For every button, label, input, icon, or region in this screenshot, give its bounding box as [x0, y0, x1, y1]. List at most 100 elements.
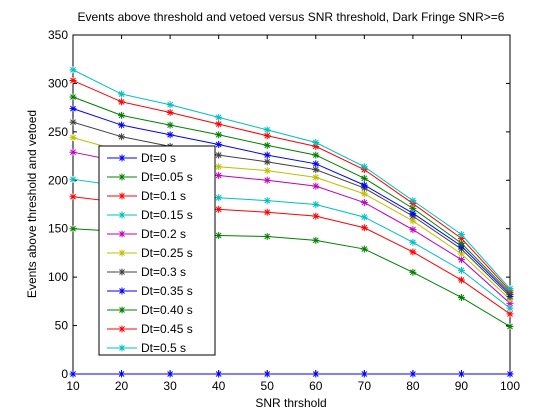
series-dt-0-5-s [69, 66, 514, 293]
data-point [166, 121, 174, 129]
legend-item-dt-0-5-s: Dt=0.5 s [107, 341, 186, 355]
data-point [360, 370, 368, 378]
x-tick-label: 30 [163, 379, 177, 393]
data-point [312, 139, 320, 147]
data-point [215, 370, 223, 378]
data-point [69, 93, 77, 101]
data-point [69, 370, 77, 378]
legend-item-dt-0-2-s: Dt=0.2 s [107, 227, 186, 241]
data-point [166, 131, 174, 139]
legend-marker [118, 249, 126, 257]
data-point [263, 208, 271, 216]
legend-item-dt-0-45-s: Dt=0.45 s [107, 322, 193, 336]
x-tick-label: 50 [261, 379, 275, 393]
legend-marker [118, 344, 126, 352]
legend-item-dt-0-3-s: Dt=0.3 s [107, 265, 186, 279]
data-point [263, 141, 271, 149]
data-point [457, 250, 465, 258]
legend-marker [118, 287, 126, 295]
legend-label: Dt=0.40 s [141, 303, 193, 317]
legend-item-dt-0-05-s: Dt=0.05 s [107, 170, 193, 184]
data-point [312, 370, 320, 378]
data-point [312, 151, 320, 159]
data-point [409, 204, 417, 212]
legend-item-dt-0-35-s: Dt=0.35 s [107, 284, 193, 298]
series-line [72, 108, 511, 295]
x-tick-label: 80 [406, 379, 420, 393]
data-point [118, 121, 126, 129]
legend-marker [118, 211, 126, 219]
data-point [360, 213, 368, 221]
y-tick-label: 250 [48, 125, 68, 139]
series-line [72, 69, 511, 290]
y-tick-label: 200 [48, 173, 68, 187]
data-point [409, 268, 417, 276]
x-tick-label: 90 [455, 379, 469, 393]
x-tick-label: 60 [309, 379, 323, 393]
data-point [69, 148, 77, 156]
legend-marker [118, 173, 126, 181]
data-point [215, 171, 223, 179]
x-tick-label: 100 [500, 379, 520, 393]
series-line [72, 96, 511, 293]
series-line [72, 121, 511, 297]
y-tick-label: 0 [61, 367, 68, 381]
data-point [506, 370, 514, 378]
data-point [118, 98, 126, 106]
data-point [457, 266, 465, 274]
x-axis-title: SNR thrshold [255, 396, 326, 410]
data-point [360, 163, 368, 171]
data-point [409, 238, 417, 246]
legend-label: Dt=0.45 s [141, 322, 193, 336]
data-point [215, 120, 223, 128]
data-point [263, 232, 271, 240]
data-point [506, 323, 514, 331]
data-point [263, 176, 271, 184]
legend-label: Dt=0.05 s [141, 170, 193, 184]
data-point [69, 193, 77, 201]
data-point [215, 140, 223, 148]
data-point [166, 101, 174, 109]
chart-title: Events above threshold and vetoed versus… [78, 10, 505, 24]
series-layer [69, 66, 514, 378]
data-point [312, 236, 320, 244]
data-point [118, 111, 126, 119]
y-tick-label: 350 [48, 28, 68, 42]
y-axis-title: Events above threshold and vetoed [25, 110, 39, 298]
legend-item-dt-0-15-s: Dt=0.15 s [107, 208, 193, 222]
data-point [360, 181, 368, 189]
legend-label: Dt=0 s [141, 151, 176, 165]
data-point [457, 276, 465, 284]
legend-marker [118, 192, 126, 200]
y-tick-label: 300 [48, 76, 68, 90]
data-point [312, 173, 320, 181]
data-point [312, 160, 320, 168]
data-point [409, 248, 417, 256]
legend-box [98, 145, 216, 356]
data-point [69, 118, 77, 126]
data-point [263, 370, 271, 378]
legend-label: Dt=0.35 s [141, 284, 193, 298]
data-point [166, 108, 174, 116]
data-point [118, 90, 126, 98]
legend-label: Dt=0.1 s [141, 189, 186, 203]
y-tick-label: 150 [48, 222, 68, 236]
legend-label: Dt=0.25 s [141, 246, 193, 260]
data-point [360, 224, 368, 232]
x-tick-label: 10 [66, 379, 80, 393]
legend-item-dt-0-s: Dt=0 s [107, 151, 176, 165]
data-point [166, 370, 174, 378]
data-point [263, 126, 271, 134]
data-point [409, 370, 417, 378]
data-point [215, 194, 223, 202]
data-point [263, 167, 271, 175]
legend-label: Dt=0.3 s [141, 265, 186, 279]
data-point [215, 151, 223, 159]
y-tick-label: 100 [48, 270, 68, 284]
series-line [72, 80, 511, 292]
data-point [506, 285, 514, 293]
data-point [69, 134, 77, 142]
data-point [360, 174, 368, 182]
data-point [312, 182, 320, 190]
